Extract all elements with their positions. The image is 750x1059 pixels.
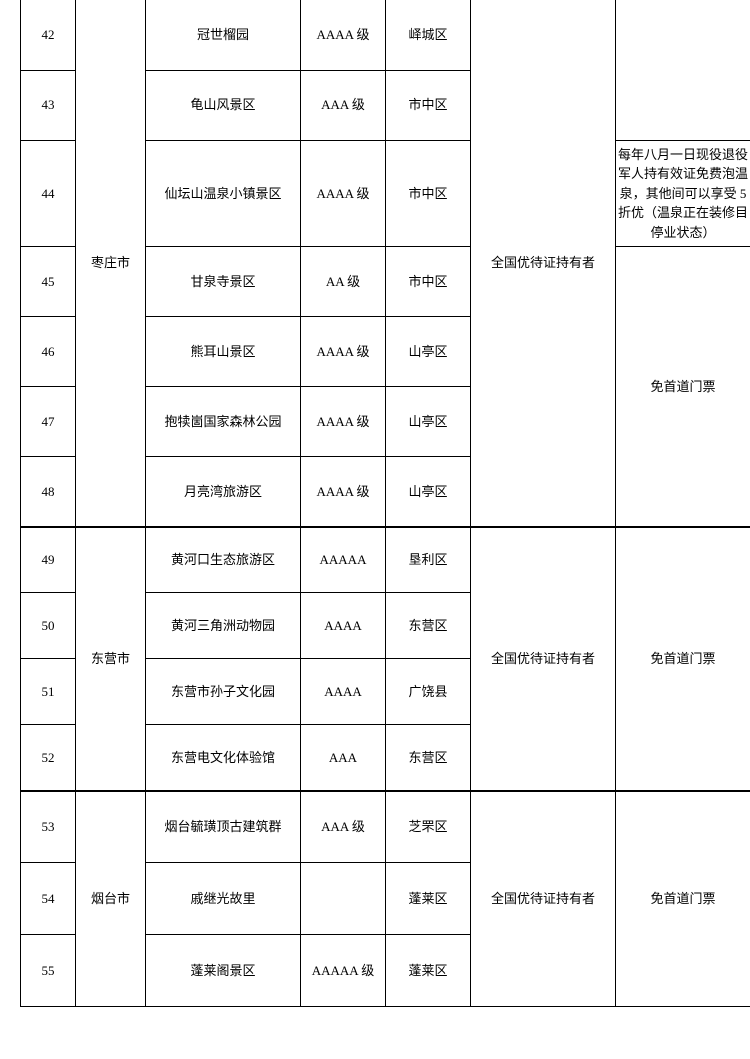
cell-name: 熊耳山景区 [146,317,301,387]
cell-note-spring: 每年八月一日现役退役军人持有效证免费泡温泉，其他间可以享受 5 折优（温泉正在装… [616,140,750,247]
cell-holder: 全国优待证持有者 [471,791,616,1007]
cell-district: 市中区 [386,247,471,317]
cell-note-free: 免首道门票 [616,791,750,1007]
cell-district: 山亭区 [386,317,471,387]
attractions-table: 42 枣庄市 冠世榴园 AAAA 级 峄城区 全国优待证持有者 43 龟山风景区… [20,0,750,1007]
cell-district: 东营区 [386,593,471,659]
cell-num: 51 [21,659,76,725]
cell-level: AAAAA [301,527,386,593]
cell-name: 甘泉寺景区 [146,247,301,317]
cell-holder: 全国优待证持有者 [471,527,616,791]
cell-district: 蓬莱区 [386,863,471,935]
cell-name: 蓬莱阁景区 [146,935,301,1007]
cell-name: 冠世榴园 [146,0,301,70]
cell-num: 44 [21,140,76,247]
table-row: 53 烟台市 烟台毓璜顶古建筑群 AAA 级 芝罘区 全国优待证持有者 免首道门… [21,791,750,863]
cell-level: AAAA [301,659,386,725]
cell-district: 蓬莱区 [386,935,471,1007]
table-row: 49 东营市 黄河口生态旅游区 AAAAA 垦利区 全国优待证持有者 免首道门票 [21,527,750,593]
cell-city: 烟台市 [76,791,146,1007]
cell-name: 仙坛山温泉小镇景区 [146,140,301,247]
cell-level: AAAA 级 [301,387,386,457]
cell-num: 53 [21,791,76,863]
cell-level: AAAAA 级 [301,935,386,1007]
cell-district: 垦利区 [386,527,471,593]
cell-num: 48 [21,457,76,527]
cell-level: AAA 级 [301,791,386,863]
cell-district: 峄城区 [386,0,471,70]
cell-district: 芝罘区 [386,791,471,863]
cell-num: 45 [21,247,76,317]
cell-num: 42 [21,0,76,70]
cell-num: 54 [21,863,76,935]
cell-name: 戚继光故里 [146,863,301,935]
cell-holder: 全国优待证持有者 [471,0,616,527]
cell-level: AAAA 级 [301,0,386,70]
cell-num: 52 [21,725,76,791]
cell-city: 枣庄市 [76,0,146,527]
cell-city: 东营市 [76,527,146,791]
cell-level: AAA [301,725,386,791]
cell-num: 50 [21,593,76,659]
cell-district: 广饶县 [386,659,471,725]
table-row: 42 枣庄市 冠世榴园 AAAA 级 峄城区 全国优待证持有者 [21,0,750,70]
cell-note [616,0,750,140]
cell-district: 东营区 [386,725,471,791]
cell-name: 黄河口生态旅游区 [146,527,301,593]
cell-level [301,863,386,935]
cell-level: AAAA [301,593,386,659]
cell-num: 46 [21,317,76,387]
cell-district: 山亭区 [386,457,471,527]
cell-name: 烟台毓璜顶古建筑群 [146,791,301,863]
cell-num: 55 [21,935,76,1007]
cell-note-free: 免首道门票 [616,247,750,527]
cell-level: AAAA 级 [301,317,386,387]
cell-level: AAAA 级 [301,457,386,527]
cell-num: 47 [21,387,76,457]
cell-district: 山亭区 [386,387,471,457]
cell-num: 43 [21,70,76,140]
attractions-table-container: 42 枣庄市 冠世榴园 AAAA 级 峄城区 全国优待证持有者 43 龟山风景区… [20,0,750,1007]
cell-district: 市中区 [386,70,471,140]
cell-level: AA 级 [301,247,386,317]
cell-num: 49 [21,527,76,593]
cell-name: 月亮湾旅游区 [146,457,301,527]
cell-name: 抱犊崮国家森林公园 [146,387,301,457]
cell-note-free: 免首道门票 [616,527,750,791]
cell-level: AAAA 级 [301,140,386,247]
cell-name: 东营市孙子文化园 [146,659,301,725]
cell-level: AAA 级 [301,70,386,140]
cell-name: 龟山风景区 [146,70,301,140]
cell-district: 市中区 [386,140,471,247]
cell-name: 东营电文化体验馆 [146,725,301,791]
cell-name: 黄河三角洲动物园 [146,593,301,659]
